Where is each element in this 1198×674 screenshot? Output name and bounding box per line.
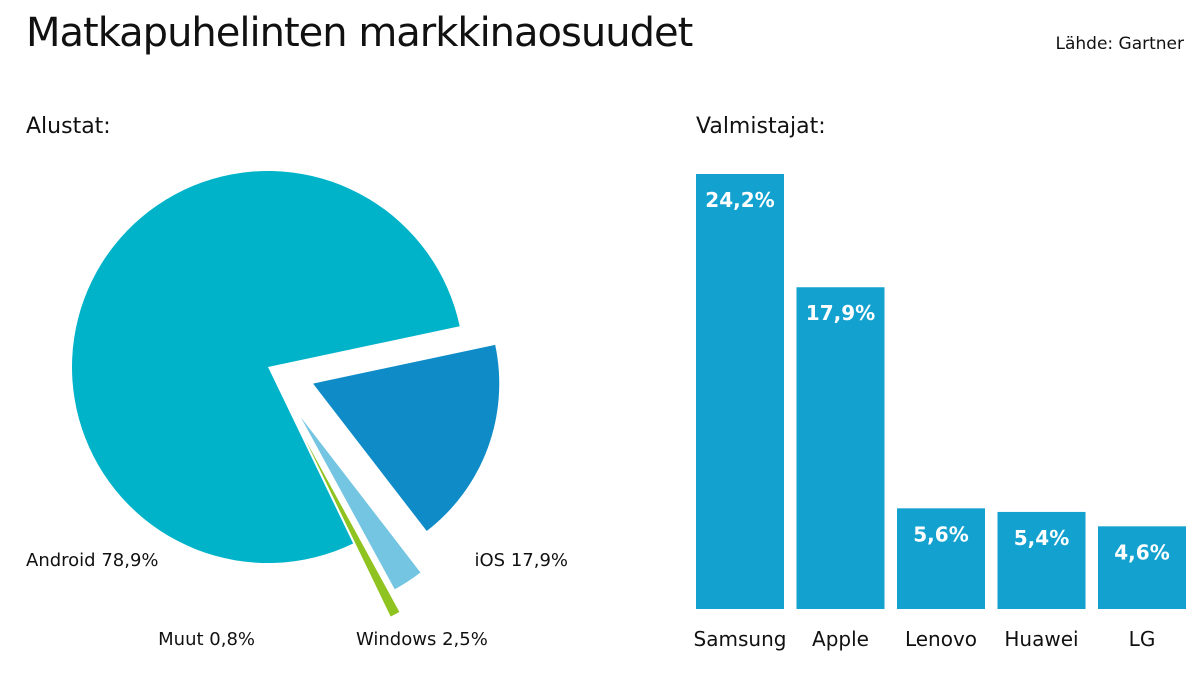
- bar-value-apple: 17,9%: [806, 301, 875, 325]
- page-title: Matkapuhelinten markkinaosuudet: [26, 10, 693, 56]
- bar-chart-title: Valmistajat:: [696, 114, 826, 139]
- pie-label-android: Android 78,9%: [26, 550, 159, 571]
- bar-category-lg: LG: [1129, 627, 1156, 651]
- bar-chart: 24,2% Samsung 17,9% Apple 5,6% Lenovo 5,4% Huaw…: [694, 174, 1186, 651]
- pie-label-windows: Windows 2,5%: [356, 629, 488, 650]
- bar-huawei: [997, 511, 1086, 609]
- pie-chart-title: Alustat:: [26, 114, 111, 139]
- pie-slice-android: [71, 171, 460, 563]
- bar-category-lenovo: Lenovo: [905, 627, 977, 651]
- bar-value-samsung: 24,2%: [705, 188, 774, 212]
- bar-apple: [796, 287, 885, 609]
- bar-samsung: [696, 174, 784, 609]
- bar-lg: [1098, 526, 1186, 609]
- bar-category-apple: Apple: [812, 627, 869, 651]
- pie-slice-ios: [313, 344, 500, 532]
- bar-value-huawei: 5,4%: [1014, 526, 1069, 550]
- pie-label-ios: iOS 17,9%: [475, 550, 569, 571]
- pie-chart: Android 78,9% iOS 17,9% Windows 2,5% Muut 0…: [26, 171, 568, 650]
- pie-slice-muut: [305, 439, 400, 617]
- bar-category-samsung: Samsung: [694, 627, 787, 651]
- pie-slice-windows: [300, 417, 421, 590]
- bar-lenovo: [897, 508, 985, 609]
- bar-category-huawei: Huawei: [1004, 627, 1078, 651]
- pie-label-muut: Muut 0,8%: [158, 629, 255, 650]
- bar-value-lenovo: 5,6%: [913, 522, 968, 546]
- bar-value-lg: 4,6%: [1114, 540, 1169, 564]
- source-note: Lähde: Gartner: [1055, 34, 1184, 54]
